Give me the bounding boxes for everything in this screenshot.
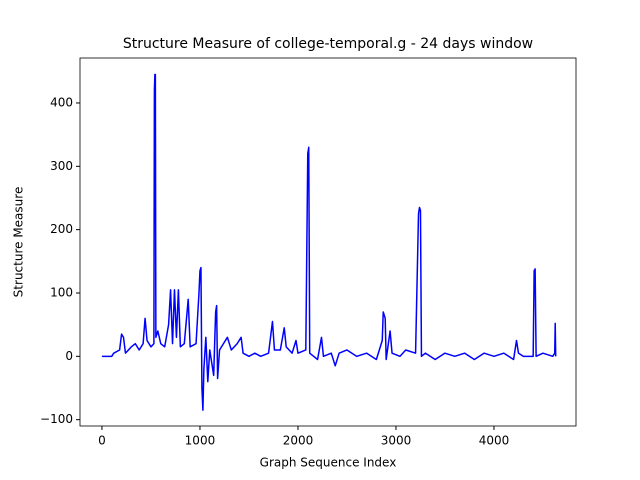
x-axis-label: Graph Sequence Index — [260, 456, 397, 470]
x-tick-label: 3000 — [381, 434, 412, 448]
y-tick-label: 400 — [50, 95, 73, 109]
x-tick-label: 0 — [98, 434, 106, 448]
y-tick-label: 100 — [50, 285, 73, 299]
y-tick-label: 300 — [50, 159, 73, 173]
y-tick-label: −100 — [40, 412, 73, 426]
x-tick-label: 2000 — [283, 434, 314, 448]
data-line — [101, 73, 557, 411]
y-tick-label: 200 — [50, 222, 73, 236]
x-tick-label: 1000 — [185, 434, 216, 448]
y-axis-label: Structure Measure — [12, 187, 26, 298]
y-tick-label: 0 — [65, 349, 73, 363]
chart-title: Structure Measure of college-temporal.g … — [123, 36, 533, 52]
plot-frame — [79, 57, 577, 427]
x-tick-label: 4000 — [479, 434, 510, 448]
